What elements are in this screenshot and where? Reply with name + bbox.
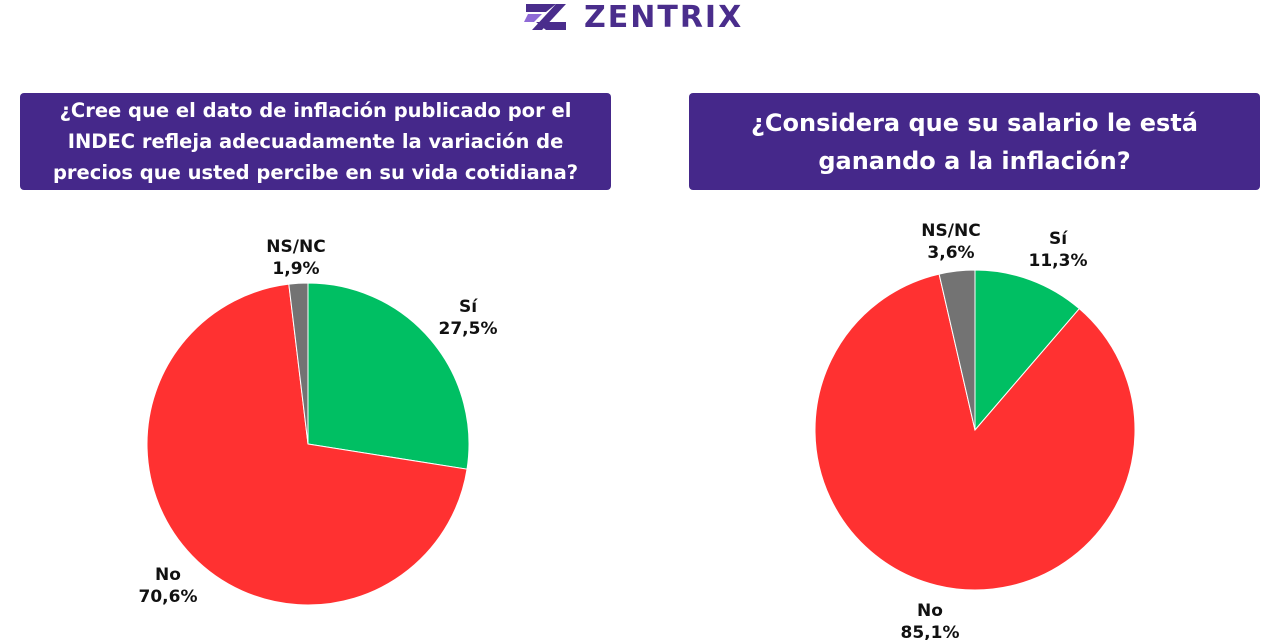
brand-name: ZENTRIX [584, 0, 744, 35]
chart-1-slice-no [146, 283, 468, 606]
chart-2-label-s: Sí 11,3% [1029, 229, 1088, 271]
chart-1-label-no: No 70,6% [139, 565, 198, 607]
chart-1-label-s: Sí 27,5% [439, 297, 498, 339]
chart-1-slice-s [307, 282, 470, 470]
chart-1-slice-ns-nc [288, 282, 309, 445]
chart-2-label-name: NS/NC [921, 221, 980, 241]
chart-1-label-value: 27,5% [439, 319, 498, 339]
chart-2-slice-no [814, 273, 1136, 591]
chart-2-label-value: 11,3% [1029, 251, 1088, 271]
chart-2-label-name: No [917, 601, 943, 621]
chart-1-label-value: 70,6% [139, 587, 198, 607]
chart-2-label-ns-nc: NS/NC 3,6% [921, 221, 980, 263]
chart-2-slice-ns-nc [938, 269, 976, 431]
chart-2-label-name: Sí [1049, 229, 1068, 249]
chart-2-label-value: 3,6% [927, 243, 974, 263]
chart-1-label-name: No [155, 565, 181, 585]
chart-1-title: ¿Cree que el dato de inflación publicado… [20, 93, 611, 190]
chart-1-label-value: 1,9% [272, 259, 319, 279]
chart-2-label-value: 85,1% [901, 623, 960, 640]
chart-1-label-name: Sí [459, 297, 478, 317]
brand-logo: ZENTRIX [522, 0, 744, 35]
zentrix-logo-icon [524, 4, 566, 30]
chart-2-title: ¿Considera que su salario le está ganand… [689, 93, 1260, 190]
chart-1-label-ns-nc: NS/NC 1,9% [266, 237, 325, 279]
chart-1-label-name: NS/NC [266, 237, 325, 257]
chart-2-slice-s [974, 269, 1080, 432]
chart-2-label-no: No 85,1% [901, 601, 960, 640]
